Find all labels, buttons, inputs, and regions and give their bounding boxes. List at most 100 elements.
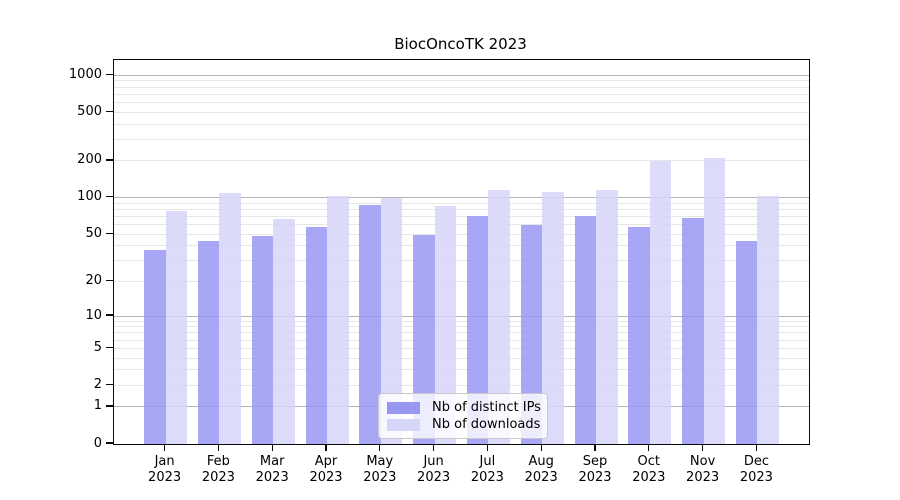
bar-distinct-ips-May xyxy=(359,205,381,444)
y-gridline-minor xyxy=(114,326,809,328)
y-axis-tick-label: 10 xyxy=(85,307,102,323)
y-gridline-minor xyxy=(114,384,809,386)
y-gridline-minor xyxy=(114,339,809,341)
y-gridline-minor xyxy=(114,347,809,349)
bar-downloads-Oct xyxy=(649,160,672,444)
legend-swatch-distinct-ips xyxy=(387,401,420,414)
y-gridline-minor xyxy=(114,111,809,113)
y-gridline-minor xyxy=(114,233,809,235)
y-gridline-minor xyxy=(114,357,809,359)
y-axis-tick xyxy=(106,314,113,316)
legend-item-downloads: Nb of downloads xyxy=(387,416,541,433)
y-axis-tick-label: 5 xyxy=(93,339,102,355)
x-axis-tick xyxy=(755,444,758,452)
legend: Nb of distinct IPs Nb of downloads xyxy=(378,393,548,439)
x-axis-tick-label: Nov 2023 xyxy=(686,454,720,485)
bar-downloads-Jan xyxy=(165,210,188,444)
x-axis-tick-label: Jul 2023 xyxy=(470,454,504,485)
legend-swatch-downloads xyxy=(387,418,420,431)
x-axis-tick-label: Dec 2023 xyxy=(739,454,773,485)
bar-downloads-Mar xyxy=(273,218,295,444)
y-axis-tick xyxy=(106,279,113,282)
y-axis-tick-label: 20 xyxy=(85,272,102,288)
bar-distinct-ips-Feb xyxy=(197,240,220,444)
chart-title: BiocOncoTK 2023 xyxy=(394,35,527,53)
y-gridline-major xyxy=(114,74,809,76)
y-gridline-major xyxy=(114,197,809,199)
y-gridline-minor xyxy=(114,80,809,82)
x-axis-tick-label: Apr 2023 xyxy=(309,454,343,485)
x-axis-tick-label: May 2023 xyxy=(363,454,397,485)
y-gridline-minor xyxy=(114,260,809,262)
bar-downloads-Jul xyxy=(488,190,510,444)
x-axis-tick xyxy=(486,444,489,452)
y-gridline-minor xyxy=(114,215,809,217)
y-gridline-minor xyxy=(114,101,809,103)
y-axis-tick-label: 0 xyxy=(93,435,102,451)
bar-distinct-ips-Nov xyxy=(682,217,704,444)
bar-downloads-Jun xyxy=(434,205,457,444)
x-axis-tick xyxy=(648,444,650,452)
y-gridline-minor xyxy=(114,93,809,95)
x-axis-tick-label: Oct 2023 xyxy=(632,454,666,485)
x-axis-tick-label: Feb 2023 xyxy=(201,454,235,485)
legend-item-distinct-ips: Nb of distinct IPs xyxy=(387,399,541,416)
legend-label-distinct-ips: Nb of distinct IPs xyxy=(432,399,541,415)
y-gridline-minor xyxy=(114,138,809,140)
bar-distinct-ips-Mar xyxy=(251,236,274,444)
x-axis-tick-label: Mar 2023 xyxy=(255,454,289,485)
x-axis-tick xyxy=(594,444,596,452)
y-axis-tick xyxy=(106,73,113,75)
y-axis-tick xyxy=(106,110,113,112)
bar-downloads-Nov xyxy=(703,158,726,444)
y-gridline-minor xyxy=(114,86,809,88)
y-gridline-minor xyxy=(114,123,809,125)
x-axis-tick xyxy=(540,444,542,452)
y-gridline-minor xyxy=(114,369,809,371)
x-axis-tick xyxy=(379,444,381,452)
y-gridline-minor xyxy=(114,332,809,334)
bar-distinct-ips-Jul xyxy=(466,215,489,444)
y-axis-tick xyxy=(106,405,113,407)
y-axis-tick-label: 50 xyxy=(85,225,102,241)
bar-distinct-ips-Oct xyxy=(628,227,650,444)
y-axis-tick xyxy=(106,232,113,234)
bar-downloads-Feb xyxy=(219,192,241,444)
x-axis-tick xyxy=(217,444,220,452)
x-axis-tick xyxy=(271,444,273,452)
y-axis-tick-label: 1 xyxy=(93,398,102,414)
bar-distinct-ips-Jan xyxy=(144,249,166,444)
bar-distinct-ips-Sep xyxy=(574,216,596,444)
y-axis-tick-label: 2 xyxy=(93,376,102,392)
x-axis-tick-label: Jun 2023 xyxy=(417,454,451,485)
bar-downloads-Aug xyxy=(542,192,564,444)
y-axis-tick xyxy=(106,196,113,198)
y-gridline-minor xyxy=(114,224,809,226)
y-gridline-minor xyxy=(114,320,809,322)
x-axis-tick xyxy=(325,444,327,452)
x-axis-tick-label: Sep 2023 xyxy=(578,454,612,485)
legend-label-downloads: Nb of downloads xyxy=(432,416,541,432)
y-gridline-minor xyxy=(114,160,809,162)
y-gridline-minor xyxy=(114,202,809,204)
x-axis-tick xyxy=(433,444,435,452)
y-gridline-major xyxy=(114,315,809,317)
x-axis-tick xyxy=(702,444,704,452)
y-axis-tick xyxy=(106,442,113,444)
bar-distinct-ips-Jun xyxy=(413,235,435,444)
y-gridline-minor xyxy=(114,280,809,282)
y-axis-tick xyxy=(106,346,113,349)
y-axis-tick xyxy=(106,383,113,386)
y-axis-tick-label: 100 xyxy=(77,189,102,205)
bar-downloads-Dec xyxy=(757,195,779,444)
bar-downloads-May xyxy=(380,197,403,444)
bar-downloads-Sep xyxy=(596,190,618,444)
plot-area: Nb of distinct IPs Nb of downloads xyxy=(113,59,810,445)
x-axis-tick-label: Jan 2023 xyxy=(148,454,182,485)
bar-distinct-ips-Aug xyxy=(520,224,543,444)
y-gridline-minor xyxy=(114,245,809,247)
y-gridline-minor xyxy=(114,208,809,210)
y-axis-tick xyxy=(106,159,113,161)
y-axis-tick-label: 1000 xyxy=(68,66,102,82)
